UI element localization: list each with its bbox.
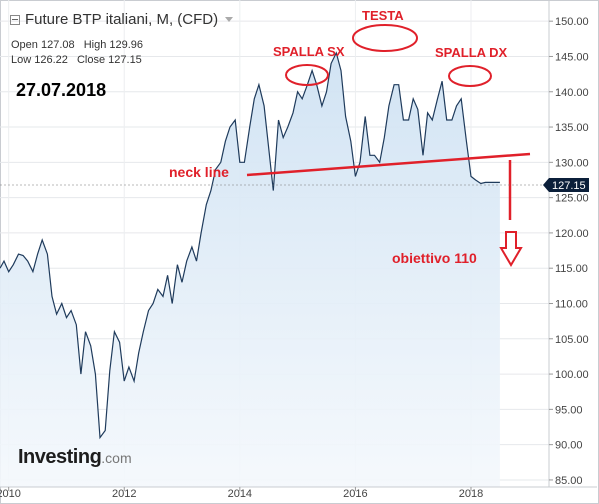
x-tick-label: 2016: [343, 488, 367, 500]
y-tick-label: 95.00: [555, 404, 583, 416]
close-value: 127.15: [108, 54, 142, 66]
x-axis: 2010 2012 2014 2016 2018: [0, 487, 483, 500]
y-tick-label: 110.00: [555, 298, 588, 310]
x-tick-label: 2018: [459, 488, 483, 500]
open-value: 127.08: [40, 39, 75, 51]
chart-header: Future BTP italiani, M, (CFD): [10, 11, 234, 28]
spalla-dx-ellipse: [448, 65, 492, 87]
date-label: 27.07.2018: [16, 80, 107, 100]
price-area: [0, 52, 500, 488]
testa-label: TESTA: [362, 8, 404, 23]
y-tick-label: 130.00: [555, 157, 589, 169]
spalla-sx-ellipse: [285, 64, 329, 86]
y-tick-label: 145.00: [555, 51, 589, 63]
y-tick-label: 120.00: [555, 228, 589, 240]
y-axis: 85.00 90.00 95.00 100.00 105.00 110.00 115.00 1…: [549, 16, 589, 487]
spalla-dx-label: SPALLA DX: [435, 45, 508, 60]
logo-suffix: .com: [101, 450, 132, 466]
low-label: Low: [11, 54, 32, 66]
low-value: 126.22: [34, 54, 68, 66]
y-tick-label: 150.00: [555, 16, 589, 28]
price-tag: 127.15: [543, 178, 589, 192]
chevron-down-icon[interactable]: [225, 17, 234, 22]
investing-logo[interactable]: Investing.com: [18, 446, 132, 469]
y-tick-label: 125.00: [555, 193, 589, 205]
down-arrow-icon: [499, 231, 523, 267]
neck-line: [246, 152, 531, 177]
high-value: 129.96: [109, 39, 144, 51]
x-tick-label: 2010: [0, 488, 21, 500]
price-tag-label: 127.15: [552, 180, 586, 192]
collapse-icon[interactable]: [10, 14, 20, 25]
ohlc-row-1: Open 127.08 High 129.96: [11, 39, 149, 51]
y-tick-label: 135.00: [555, 122, 589, 134]
y-tick-label: 115.00: [555, 263, 588, 275]
chart-title: Future BTP italiani, M, (CFD): [25, 11, 219, 28]
testa-ellipse: [352, 24, 418, 52]
high-label: High: [83, 39, 107, 51]
logo-text: Investing: [18, 446, 102, 468]
ohlc-row-2: Low 126.22 Close 127.15: [11, 54, 148, 66]
y-tick-label: 105.00: [555, 334, 589, 346]
y-tick-label: 100.00: [555, 369, 589, 381]
x-tick-label: 2014: [228, 488, 252, 500]
price-line: [0, 51, 500, 440]
close-label: Close: [76, 54, 106, 66]
y-tick-label: 140.00: [555, 87, 589, 99]
x-tick-label: 2012: [112, 488, 136, 500]
y-tick-label: 90.00: [555, 440, 583, 452]
neck-line-label: neck line: [169, 164, 229, 180]
spalla-sx-label: SPALLA SX: [273, 44, 345, 59]
obiettivo-label: obiettivo 110: [392, 250, 477, 266]
y-tick-label: 85.00: [555, 475, 583, 487]
open-label: Open: [11, 39, 38, 51]
